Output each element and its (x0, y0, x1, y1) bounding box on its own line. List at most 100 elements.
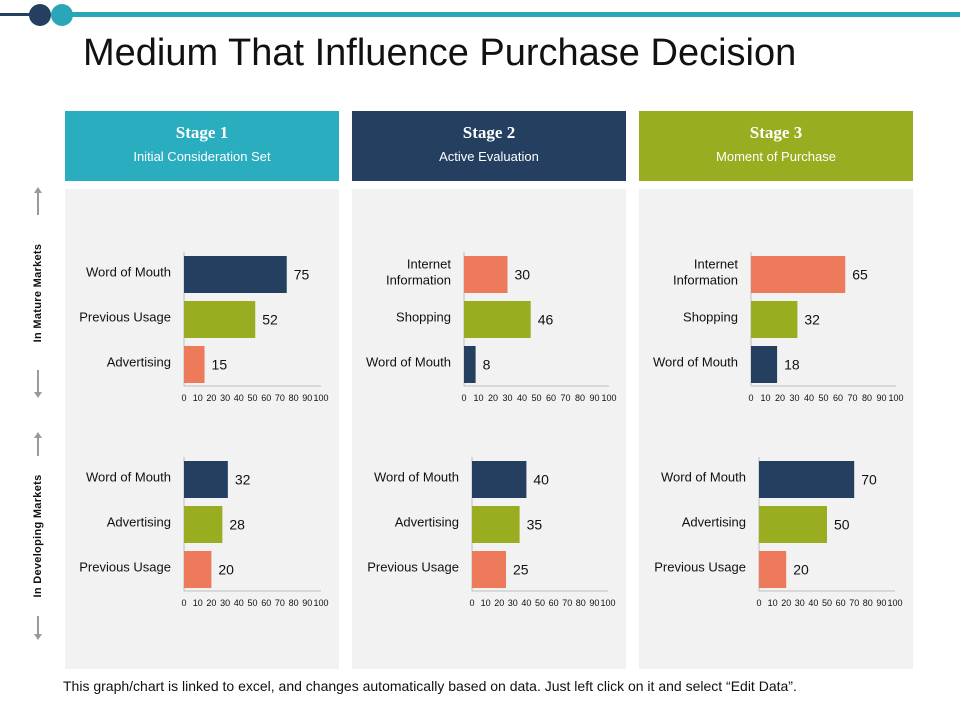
bar (751, 301, 798, 338)
x-tick-label: 90 (302, 598, 312, 608)
data-label: 35 (527, 517, 543, 533)
category-label: Shopping (396, 310, 451, 325)
x-tick-label: 40 (234, 393, 244, 403)
arrow-line (37, 616, 39, 634)
data-label: 15 (212, 357, 228, 373)
stage-name: Stage 1 (175, 123, 229, 142)
bar (751, 346, 778, 383)
data-label: 20 (218, 562, 234, 578)
x-tick-label: 0 (748, 393, 753, 403)
category-label: Internet (407, 257, 451, 272)
x-tick-label: 30 (795, 598, 805, 608)
category-label: Previous Usage (367, 560, 459, 575)
data-label: 32 (235, 472, 251, 488)
x-tick-label: 0 (756, 598, 761, 608)
bar (472, 461, 527, 498)
data-label: 52 (262, 312, 278, 328)
category-label: Word of Mouth (653, 355, 738, 370)
data-label: 50 (834, 517, 850, 533)
x-tick-label: 50 (247, 598, 257, 608)
stage-1-header: Stage 1 Initial Consideration Set (65, 111, 339, 181)
chart-stage1-mature: 75 Word of Mouth 52 Previous Usage 15 Adverti… (79, 252, 329, 403)
x-tick-label: 40 (804, 393, 814, 403)
x-tick-label: 50 (822, 598, 832, 608)
x-tick-label: 70 (560, 393, 570, 403)
arrow-up-icon (34, 187, 42, 193)
bar (184, 506, 223, 543)
bar (472, 551, 506, 588)
x-tick-label: 60 (549, 598, 559, 608)
data-label: 25 (513, 562, 529, 578)
x-tick-label: 70 (562, 598, 572, 608)
x-tick-label: 70 (847, 393, 857, 403)
category-label: Advertising (107, 515, 171, 530)
category-label: Information (673, 273, 738, 288)
bar (472, 506, 520, 543)
x-tick-label: 50 (531, 393, 541, 403)
data-label: 8 (483, 357, 491, 373)
data-label: 30 (515, 267, 531, 283)
stage-subtitle: Moment of Purchase (716, 149, 836, 164)
x-tick-label: 60 (833, 393, 843, 403)
category-label: Previous Usage (79, 560, 171, 575)
x-tick-label: 80 (575, 393, 585, 403)
data-label: 28 (229, 517, 245, 533)
bar (759, 461, 855, 498)
x-tick-label: 80 (576, 598, 586, 608)
decor-dot-teal (51, 4, 73, 26)
x-tick-label: 10 (768, 598, 778, 608)
x-tick-label: 0 (181, 598, 186, 608)
x-tick-label: 80 (289, 393, 299, 403)
x-tick-label: 100 (313, 393, 328, 403)
x-tick-label: 20 (206, 598, 216, 608)
category-label: Advertising (107, 355, 171, 370)
data-label: 32 (804, 312, 820, 328)
x-tick-label: 100 (601, 393, 616, 403)
category-label: Previous Usage (79, 310, 171, 325)
x-tick-label: 100 (600, 598, 615, 608)
x-tick-label: 30 (220, 393, 230, 403)
category-label: Word of Mouth (661, 470, 746, 485)
x-tick-label: 10 (473, 393, 483, 403)
bar (184, 301, 256, 338)
x-tick-label: 60 (261, 393, 271, 403)
chart-stage3-developing: 70 Word of Mouth 50 Advertising 20 Previous U… (654, 457, 903, 608)
decor-line (60, 12, 960, 17)
bar (464, 256, 508, 293)
x-tick-label: 40 (517, 393, 527, 403)
top-decoration (0, 0, 960, 30)
bar (759, 551, 787, 588)
x-tick-label: 100 (313, 598, 328, 608)
x-tick-label: 0 (181, 393, 186, 403)
arrow-up-icon (34, 432, 42, 438)
decor-dot-navy (29, 4, 51, 26)
category-label: Internet (694, 257, 738, 272)
bar (759, 506, 827, 543)
data-label: 18 (784, 357, 800, 373)
stage-3-header: Stage 3 Moment of Purchase (639, 111, 913, 181)
x-tick-label: 50 (535, 598, 545, 608)
bar (184, 551, 212, 588)
page-title: Medium That Influence Purchase Decision (83, 32, 797, 74)
category-label: Previous Usage (654, 560, 746, 575)
bar (464, 301, 531, 338)
x-tick-label: 10 (193, 393, 203, 403)
stage-subtitle: Active Evaluation (439, 149, 539, 164)
x-tick-label: 60 (836, 598, 846, 608)
x-tick-label: 90 (876, 393, 886, 403)
x-tick-label: 0 (461, 393, 466, 403)
data-label: 70 (861, 472, 877, 488)
x-tick-label: 10 (760, 393, 770, 403)
data-label: 75 (294, 267, 310, 283)
stage-subtitle: Initial Consideration Set (133, 149, 271, 164)
x-tick-label: 90 (876, 598, 886, 608)
x-tick-label: 20 (494, 598, 504, 608)
x-tick-label: 50 (247, 393, 257, 403)
x-tick-label: 90 (589, 393, 599, 403)
data-label: 20 (793, 562, 809, 578)
x-tick-label: 20 (206, 393, 216, 403)
x-tick-label: 70 (275, 598, 285, 608)
bar (464, 346, 476, 383)
x-tick-label: 30 (508, 598, 518, 608)
